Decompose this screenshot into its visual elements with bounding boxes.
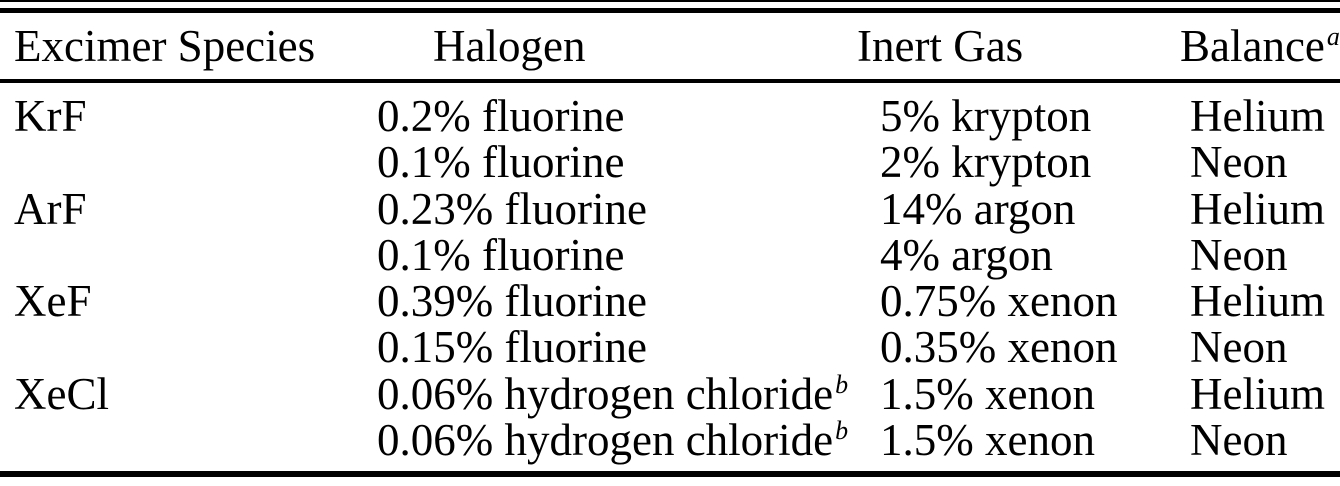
species-cell: [0, 417, 363, 463]
halogen-value: 0.39% fluorine: [377, 276, 647, 327]
balance-cell: Neon: [1190, 415, 1288, 466]
halogen-value: 0.23% fluorine: [377, 183, 647, 234]
col-header-balance-label: Balance: [1180, 21, 1325, 71]
species-cell: XeCl: [14, 368, 109, 419]
halogen-value: 0.06% hydrogen chloride: [377, 415, 834, 466]
table-row: ArF 0.23% fluorine 14% argon Helium: [0, 183, 1340, 234]
table-row: 0.1% fluorine 2% krypton Neon: [0, 137, 1340, 188]
footnote-marker-b: b: [835, 416, 849, 446]
halogen-value: 0.1% fluorine: [377, 137, 625, 188]
balance-cell: Neon: [1190, 322, 1288, 373]
balance-cell: Neon: [1190, 229, 1288, 280]
col-header-halogen: Halogen: [433, 21, 586, 71]
halogen-value: 0.06% hydrogen chloride: [377, 368, 834, 419]
balance-cell: Helium: [1190, 276, 1325, 327]
halogen-cell: 0.39% fluorine: [363, 278, 852, 324]
halogen-value: 0.15% fluorine: [377, 322, 647, 373]
table-row: XeCl 0.06% hydrogen chlorideb 1.5% xenon…: [0, 368, 1340, 419]
species-cell: [0, 139, 363, 185]
table-row: 0.1% fluorine 4% argon Neon: [0, 229, 1340, 280]
top-thick-rule: [0, 8, 1340, 13]
inert-gas-cell: 1.5% xenon: [880, 415, 1095, 466]
balance-cell: Helium: [1190, 91, 1325, 141]
col-header-excimer-species: Excimer Species: [14, 21, 316, 71]
balance-cell: Helium: [1190, 368, 1325, 419]
inert-gas-cell: 4% argon: [880, 229, 1053, 280]
halogen-value: 0.2% fluorine: [377, 91, 625, 141]
top-thin-rule: [0, 0, 1340, 2]
table-row: KrF 0.2% fluorine 5% krypton Helium: [0, 91, 1340, 141]
table-row: 0.15% fluorine 0.35% xenon Neon: [0, 322, 1340, 373]
inert-gas-cell: 0.35% xenon: [880, 322, 1118, 373]
inert-gas-cell: 0.75% xenon: [880, 276, 1118, 327]
species-cell: KrF: [14, 91, 87, 141]
table-body: KrF 0.2% fluorine 5% krypton Helium 0.1%…: [0, 83, 1340, 466]
halogen-cell: 0.23% fluorine: [363, 183, 852, 234]
halogen-cell: 0.06% hydrogen chlorideb: [363, 371, 852, 417]
table-row: 0.06% hydrogen chlorideb 1.5% xenon Neon: [0, 415, 1340, 466]
species-cell: [0, 324, 363, 370]
halogen-cell: 0.1% fluorine: [363, 232, 852, 278]
inert-gas-cell: 1.5% xenon: [880, 368, 1095, 419]
balance-cell: Helium: [1190, 183, 1325, 234]
halogen-cell: 0.1% fluorine: [363, 139, 852, 185]
inert-gas-cell: 2% krypton: [880, 137, 1092, 188]
balance-cell: Neon: [1190, 137, 1288, 188]
col-header-inert-gas: Inert Gas: [857, 21, 1024, 71]
footnote-marker-a: a: [1326, 22, 1340, 51]
inert-gas-cell: 5% krypton: [880, 91, 1092, 141]
species-cell: ArF: [14, 183, 87, 234]
halogen-value: 0.1% fluorine: [377, 229, 625, 280]
table-header-row: Excimer Species Halogen Inert Gas Balanc…: [0, 13, 1340, 79]
species-cell: XeF: [14, 276, 92, 327]
table-row: XeF 0.39% fluorine 0.75% xenon Helium: [0, 276, 1340, 327]
halogen-cell: 0.15% fluorine: [363, 324, 852, 370]
footnote-marker-b: b: [835, 369, 849, 399]
inert-gas-cell: 14% argon: [880, 183, 1076, 234]
col-header-balance: Balancea: [1171, 20, 1340, 72]
species-cell: [0, 232, 363, 278]
halogen-cell: 0.2% fluorine: [363, 93, 852, 139]
bottom-thick-rule: [0, 471, 1340, 478]
header-separator-rule: [0, 79, 1340, 83]
halogen-cell: 0.06% hydrogen chlorideb: [363, 417, 852, 463]
